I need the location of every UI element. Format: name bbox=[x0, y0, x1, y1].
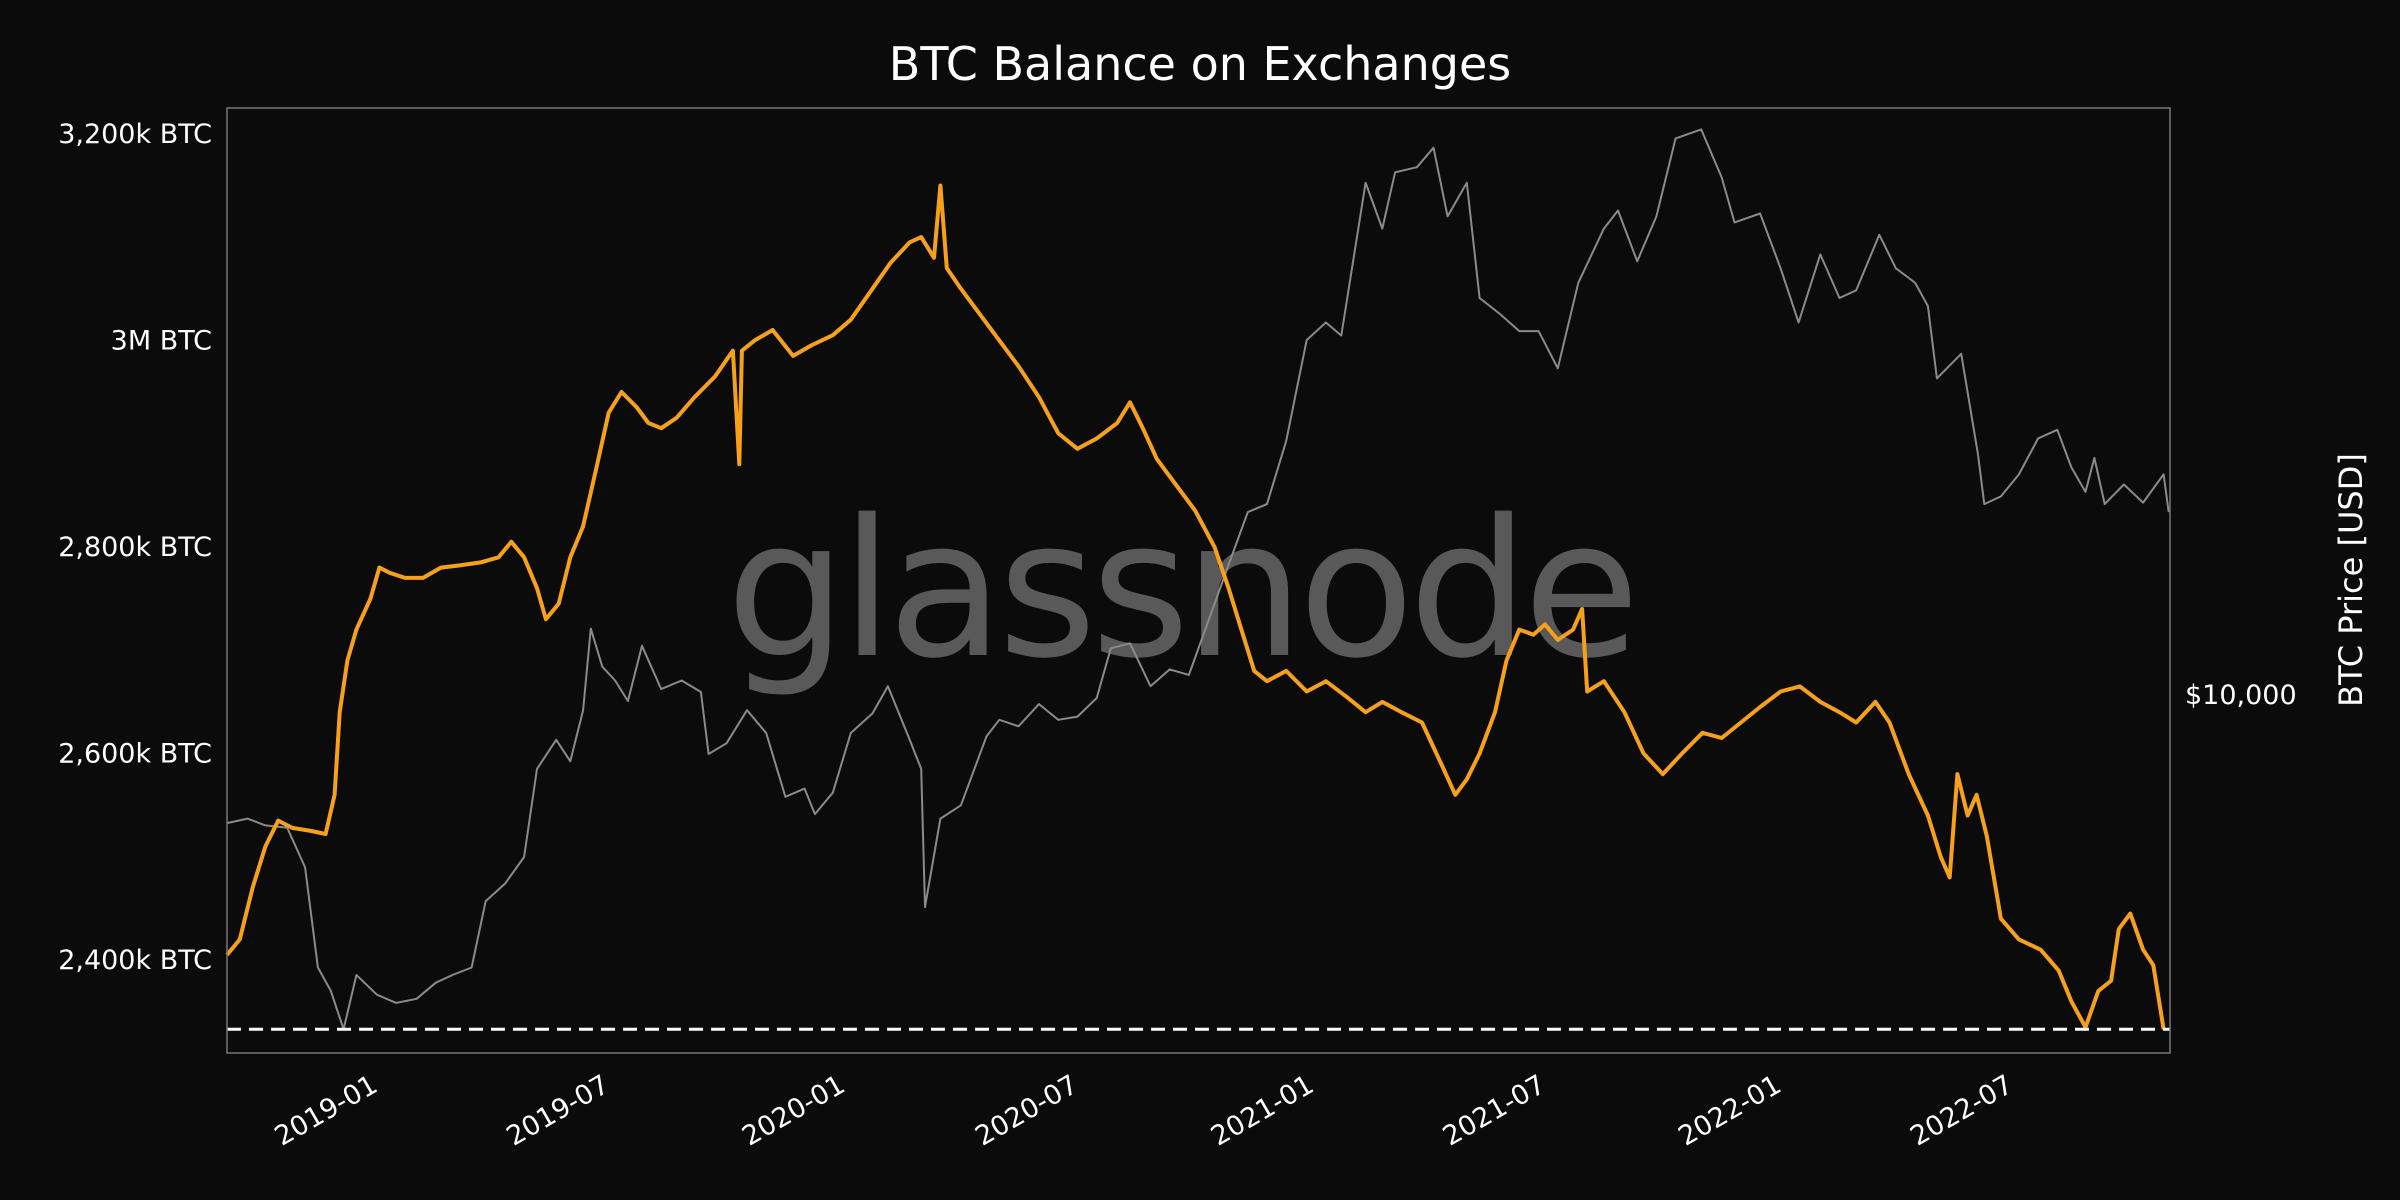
watermark-logo: glassnode bbox=[726, 479, 1634, 700]
chart-title: BTC Balance on Exchanges bbox=[889, 37, 1511, 91]
balance-series bbox=[225, 183, 2166, 1030]
y-left-tick-label: 2,800k BTC bbox=[58, 532, 212, 563]
price-line bbox=[226, 128, 2170, 1031]
y-left-axis: 2,400k BTC 2,600k BTC 2,800k BTC 3M BTC 3,20… bbox=[58, 119, 212, 976]
y-left-tick-label: 2,400k BTC bbox=[58, 945, 212, 976]
y-left-tick-label: 2,600k BTC bbox=[58, 738, 212, 769]
y-left-tick-label: 3,200k BTC bbox=[58, 119, 212, 150]
x-axis: 2019-01 2019-07 2020-01 2020-07 2021-01 2021-… bbox=[270, 1069, 2019, 1152]
x-tick-label: 2019-07 bbox=[501, 1069, 614, 1152]
x-tick-label: 2021-07 bbox=[1438, 1069, 1551, 1152]
plot-frame bbox=[226, 107, 2171, 1054]
y-left-tick-label: 3M BTC bbox=[111, 325, 212, 356]
x-tick-label: 2020-07 bbox=[970, 1069, 1083, 1152]
x-tick-label: 2022-07 bbox=[1905, 1069, 2018, 1152]
y-right-axis-label: BTC Price [USD] bbox=[2332, 453, 2370, 707]
y-right-tick-label: $10,000 bbox=[2185, 680, 2297, 711]
y-right-axis: $10,000 bbox=[2185, 680, 2297, 711]
x-tick-label: 2020-01 bbox=[737, 1069, 850, 1152]
x-tick-label: 2021-01 bbox=[1206, 1069, 1319, 1152]
x-tick-label: 2019-01 bbox=[270, 1069, 383, 1152]
balance-line bbox=[225, 183, 2166, 1030]
price-series bbox=[226, 128, 2170, 1031]
x-tick-label: 2022-01 bbox=[1673, 1069, 1786, 1152]
